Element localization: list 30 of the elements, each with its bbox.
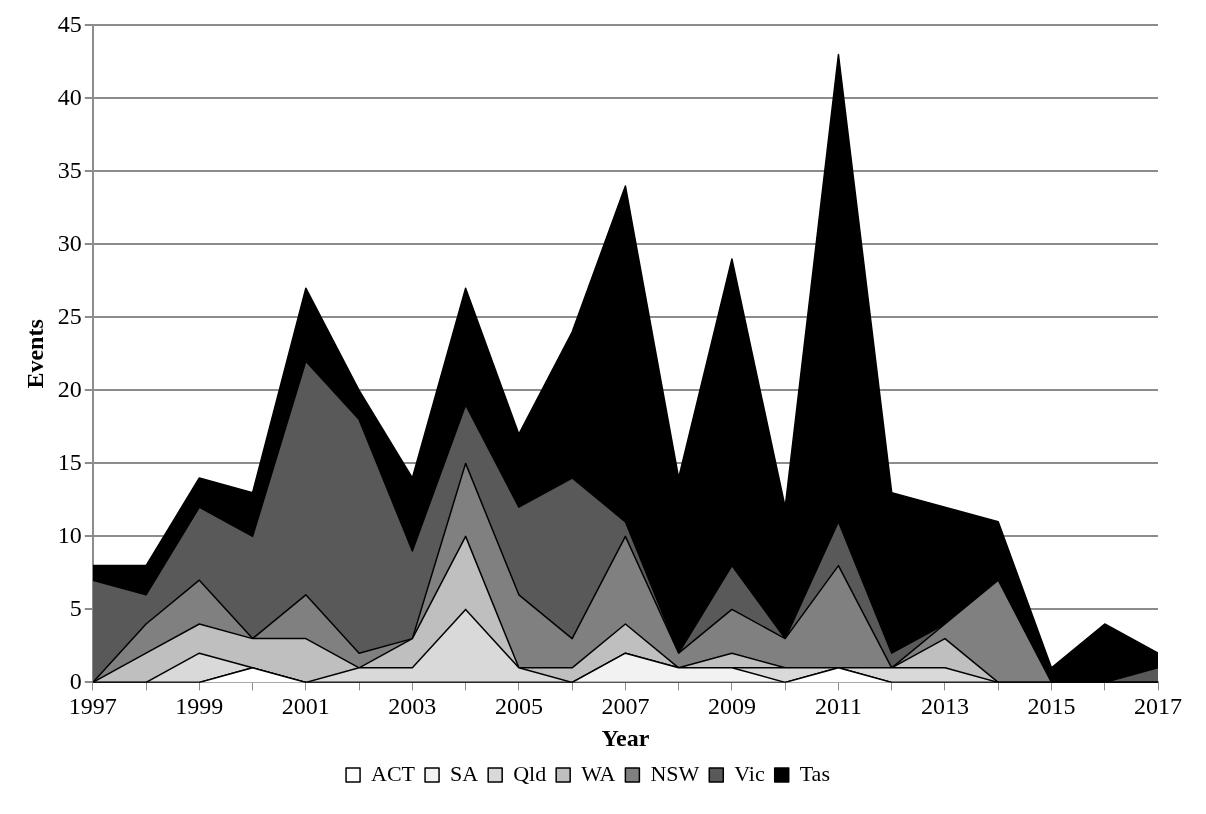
y-axis-title: Events xyxy=(21,319,48,389)
x-tick-label: 2009 xyxy=(707,693,756,720)
x-tick-label: 2015 xyxy=(1027,693,1076,720)
y-tick-label: 5 xyxy=(69,594,82,621)
x-tick-label: 2007 xyxy=(601,693,650,720)
legend-label: ACT xyxy=(371,760,416,786)
y-tick-label: 40 xyxy=(57,83,82,110)
x-tick-label: 2003 xyxy=(388,693,437,720)
x-tick-label: 2005 xyxy=(494,693,543,720)
y-tick-label: 10 xyxy=(57,521,82,548)
legend-label: Vic xyxy=(734,760,765,786)
y-tick-label: 15 xyxy=(57,448,82,475)
y-tick-label: 30 xyxy=(57,229,82,256)
x-tick-label: 2017 xyxy=(1134,693,1182,720)
legend-label: Tas xyxy=(799,760,830,786)
x-tick-label: 2001 xyxy=(281,693,330,720)
y-tick-label: 35 xyxy=(57,156,82,183)
x-tick-label: 2013 xyxy=(920,693,969,720)
y-tick-label: 45 xyxy=(57,10,82,37)
legend-label: NSW xyxy=(650,760,700,786)
x-tick-label: 1999 xyxy=(175,693,224,720)
x-tick-label: 1997 xyxy=(68,693,117,720)
y-tick-label: 25 xyxy=(57,302,82,329)
legend-label: SA xyxy=(450,760,479,786)
y-tick-label: 0 xyxy=(69,667,82,694)
y-tick-label: 20 xyxy=(57,375,82,402)
legend-label: WA xyxy=(581,760,616,786)
legend-label: Qld xyxy=(513,760,547,786)
x-tick-label: 2011 xyxy=(814,693,862,720)
x-axis-title: Year xyxy=(601,724,650,751)
